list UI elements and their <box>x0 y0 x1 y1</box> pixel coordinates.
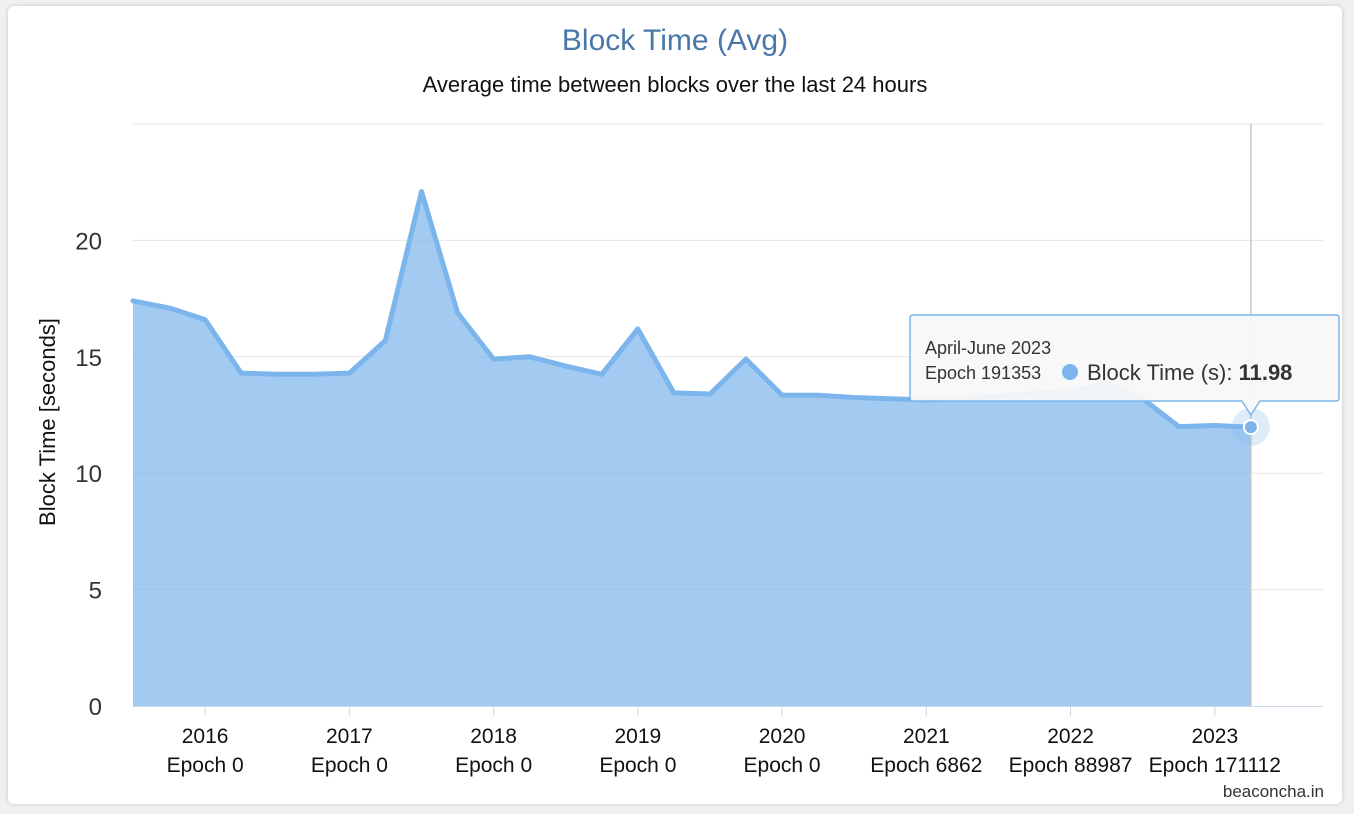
y-axis-ticks: 0 5 10 15 20 <box>75 228 102 721</box>
tooltip-epoch: Epoch 191353 <box>925 363 1041 383</box>
tooltip-series-text: Block Time (s): 11.98 <box>1087 360 1292 385</box>
x-tick-epoch: Epoch 0 <box>311 754 388 777</box>
hover-point[interactable] <box>1242 419 1259 436</box>
x-tick-year: 2021 <box>903 725 950 748</box>
x-tick-year: 2018 <box>470 725 517 748</box>
y-tick-label: 20 <box>75 228 102 255</box>
chart-credit[interactable]: beaconcha.in <box>1223 782 1324 801</box>
tooltip-box <box>909 314 1340 417</box>
x-tick-year: 2019 <box>614 725 661 748</box>
x-axis-ticks: 2016 Epoch 0 2017 Epoch 0 2018 Epoch 0 2019 Epo… <box>167 706 1281 777</box>
y-tick-label: 15 <box>75 345 102 372</box>
x-tick-year: 2016 <box>182 725 229 748</box>
tooltip: April-June 2023 Epoch 191353 Block Time … <box>909 314 1340 417</box>
x-tick-year: 2017 <box>326 725 373 748</box>
y-tick-label: 10 <box>75 461 102 488</box>
y-tick-label: 5 <box>89 578 102 605</box>
x-tick-epoch: Epoch 88987 <box>1009 754 1133 777</box>
y-axis-label: Block Time [seconds] <box>35 318 60 526</box>
series-area-fill <box>133 191 1251 706</box>
x-tick-epoch: Epoch 0 <box>599 754 676 777</box>
x-tick-epoch: Epoch 0 <box>455 754 532 777</box>
tooltip-value: 11.98 <box>1239 360 1293 385</box>
x-tick-year: 2020 <box>759 725 806 748</box>
x-tick-epoch: Epoch 0 <box>744 754 821 777</box>
block-time-chart: Block Time (Avg) Average time between bl… <box>35 24 1340 801</box>
chart-title: Block Time (Avg) <box>562 24 788 57</box>
tooltip-series-label: Block Time (s): <box>1087 360 1239 385</box>
chart-card: Block Time (Avg) Average time between bl… <box>8 6 1342 804</box>
tooltip-period: April-June 2023 <box>925 338 1051 358</box>
y-tick-label: 0 <box>89 694 102 721</box>
tooltip-series-marker <box>1062 364 1078 380</box>
chart-subtitle: Average time between blocks over the las… <box>423 72 928 97</box>
x-tick-epoch: Epoch 0 <box>167 754 244 777</box>
x-tick-year: 2023 <box>1191 725 1238 748</box>
x-tick-epoch: Epoch 6862 <box>870 754 982 777</box>
series-area <box>130 189 1254 706</box>
x-tick-epoch: Epoch 171112 <box>1149 754 1281 777</box>
x-tick-year: 2022 <box>1047 725 1094 748</box>
